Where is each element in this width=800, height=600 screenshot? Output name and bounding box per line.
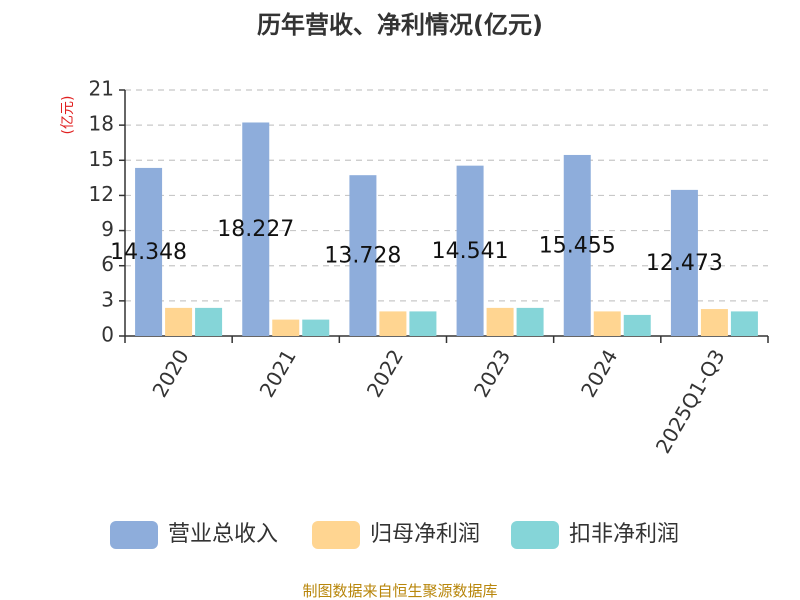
legend-label: 归母净利润 [370, 522, 480, 547]
bar-1 [349, 175, 377, 336]
legend-swatch [312, 521, 360, 549]
x-tick-label: 2025Q1-Q3 [651, 345, 730, 457]
data-labels: 14.348 18.227 13.728 14.541 15.455 12.473 [110, 217, 723, 276]
x-axis: 2020 2021 2022 2023 2024 2025Q1-Q3 [124, 335, 769, 458]
chart-title: 历年营收、净利情况(亿元) [257, 11, 543, 39]
bar-3 [409, 311, 437, 336]
legend[interactable]: 营业总收入 归母净利润 扣非净利润 [110, 521, 679, 549]
x-tick-label: 2020 [147, 345, 193, 401]
legend-swatch [511, 521, 559, 549]
legend-item[interactable]: 归母净利润 [312, 521, 480, 549]
bar-1 [456, 165, 484, 336]
x-tick-label: 2023 [469, 345, 515, 401]
data-label: 18.227 [217, 217, 294, 242]
legend-swatch [110, 521, 158, 549]
bar-1 [563, 154, 591, 336]
grid-lines [125, 89, 768, 302]
y-tick-label: 6 [101, 252, 114, 276]
data-label: 13.728 [324, 244, 401, 269]
y-tick-label: 21 [89, 77, 114, 101]
y-tick-label: 15 [89, 147, 114, 171]
y-axis-unit-label: (亿元) [60, 96, 76, 135]
bar-1 [135, 167, 163, 336]
data-label: 15.455 [539, 233, 616, 258]
legend-label: 扣非净利润 [569, 522, 679, 547]
bar-3 [516, 307, 544, 336]
bars [135, 122, 758, 337]
legend-item[interactable]: 扣非净利润 [511, 521, 679, 549]
x-tick-label: 2021 [255, 345, 301, 401]
x-tick-label: 2024 [576, 345, 622, 401]
y-axis: 0 3 6 9 12 15 18 21 [89, 77, 126, 347]
bar-3 [730, 311, 758, 336]
data-label: 12.473 [646, 251, 723, 276]
bar-1 [242, 122, 270, 337]
y-tick-label: 12 [89, 182, 114, 206]
bar-2 [486, 307, 514, 336]
bar-3 [302, 319, 330, 336]
x-tick-label: 2022 [362, 345, 408, 401]
bar-3 [195, 307, 223, 336]
bar-2 [379, 311, 407, 336]
bar-1 [670, 189, 698, 336]
data-label: 14.541 [432, 239, 509, 264]
source-note: 制图数据来自恒生聚源数据库 [302, 582, 497, 600]
bar-3 [623, 314, 651, 336]
y-tick-label: 0 [101, 323, 114, 347]
legend-label: 营业总收入 [168, 522, 278, 547]
bar-2 [593, 311, 621, 336]
y-tick-label: 3 [101, 287, 114, 311]
bar-2 [272, 319, 300, 336]
bar-2 [165, 307, 193, 336]
bar-2 [700, 309, 728, 336]
y-tick-label: 9 [101, 217, 114, 241]
data-label: 14.348 [110, 240, 187, 265]
y-tick-label: 18 [89, 112, 114, 136]
legend-item[interactable]: 营业总收入 [110, 521, 278, 549]
